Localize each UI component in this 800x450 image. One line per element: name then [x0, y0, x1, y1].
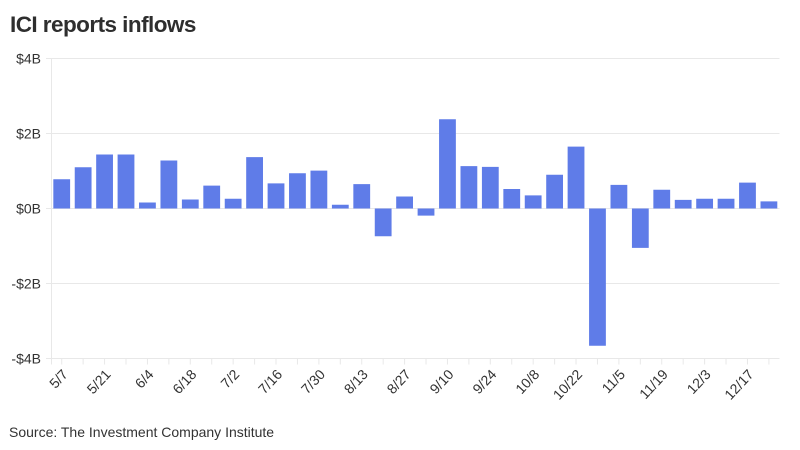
svg-text:7/2: 7/2: [217, 366, 242, 391]
svg-text:10/8: 10/8: [512, 366, 542, 397]
svg-text:11/19: 11/19: [636, 366, 671, 402]
svg-text:$0B: $0B: [16, 201, 41, 217]
svg-text:$4B: $4B: [16, 51, 41, 67]
svg-text:12/3: 12/3: [684, 366, 714, 397]
svg-text:8/13: 8/13: [341, 366, 371, 397]
svg-text:7/30: 7/30: [298, 366, 328, 397]
svg-text:8/27: 8/27: [383, 366, 413, 397]
svg-text:6/18: 6/18: [169, 366, 199, 397]
svg-text:5/21: 5/21: [83, 366, 113, 397]
svg-text:10/22: 10/22: [550, 366, 586, 403]
svg-text:7/16: 7/16: [255, 366, 285, 397]
svg-text:-$4B: -$4B: [11, 351, 41, 367]
svg-text:$2B: $2B: [16, 126, 41, 142]
svg-text:9/10: 9/10: [426, 366, 456, 397]
svg-text:9/24: 9/24: [469, 366, 499, 397]
svg-text:6/4: 6/4: [132, 366, 157, 391]
svg-text:11/5: 11/5: [599, 366, 629, 396]
svg-text:5/7: 5/7: [46, 366, 71, 391]
svg-text:12/17: 12/17: [721, 366, 757, 403]
svg-text:-$2B: -$2B: [11, 276, 41, 292]
